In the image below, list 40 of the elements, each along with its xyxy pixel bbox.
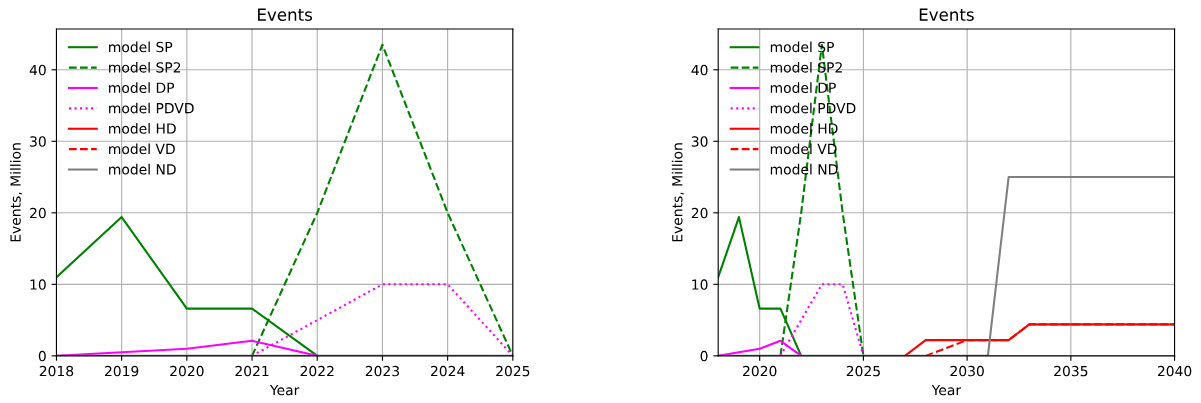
legend-label: model ND bbox=[770, 163, 838, 175]
y-tick-label: 30 bbox=[30, 136, 46, 147]
legend-label: model SP2 bbox=[109, 61, 181, 73]
y-tick-label: 30 bbox=[691, 136, 708, 147]
legend-label: model SP bbox=[109, 41, 173, 53]
y-tick-label: 10 bbox=[692, 279, 708, 290]
x-tick-label: 2040 bbox=[1157, 365, 1192, 377]
y-tick-label: 0 bbox=[700, 350, 708, 362]
legend-label: model VD bbox=[770, 143, 837, 155]
chart-title: Events bbox=[919, 8, 974, 21]
legend-label: model HD bbox=[109, 123, 176, 134]
x-tick-label: 2020 bbox=[743, 365, 777, 377]
legend-label: model HD bbox=[770, 123, 838, 134]
y-tick-label: 20 bbox=[30, 207, 46, 219]
y-tick-label: 20 bbox=[691, 207, 708, 219]
x-axis-title: Year bbox=[931, 385, 962, 396]
x-tick-label: 2023 bbox=[365, 365, 399, 377]
chart-title: Events bbox=[258, 8, 313, 21]
legend-label: model SP bbox=[770, 41, 834, 53]
x-tick-label: 2025 bbox=[496, 365, 530, 377]
y-tick-label: 0 bbox=[38, 350, 46, 362]
y-tick-label: 40 bbox=[29, 64, 46, 76]
x-tick-label: 2030 bbox=[950, 365, 984, 377]
x-tick-label: 2020 bbox=[170, 365, 204, 377]
y-tick-label: 10 bbox=[30, 279, 46, 290]
legend-label: model DP bbox=[109, 82, 175, 94]
x-tick-label: 2024 bbox=[430, 365, 465, 377]
x-tick-label: 2019 bbox=[104, 365, 139, 377]
x-tick-label: 2025 bbox=[846, 365, 880, 377]
x-tick-label: 2022 bbox=[300, 365, 334, 377]
x-tick-label: 2021 bbox=[235, 365, 269, 377]
legend-label: model PDVD bbox=[109, 102, 194, 114]
x-axis-title: Year bbox=[269, 385, 300, 396]
y-axis-title: Events, Million bbox=[10, 143, 23, 242]
legend-label: model ND bbox=[109, 163, 176, 175]
x-tick-label: 2035 bbox=[1054, 365, 1088, 377]
legend-label: model VD bbox=[109, 143, 175, 155]
y-axis-title: Events, Million bbox=[671, 143, 684, 242]
y-tick-label: 40 bbox=[691, 64, 708, 76]
x-tick-label: 2018 bbox=[39, 365, 74, 377]
